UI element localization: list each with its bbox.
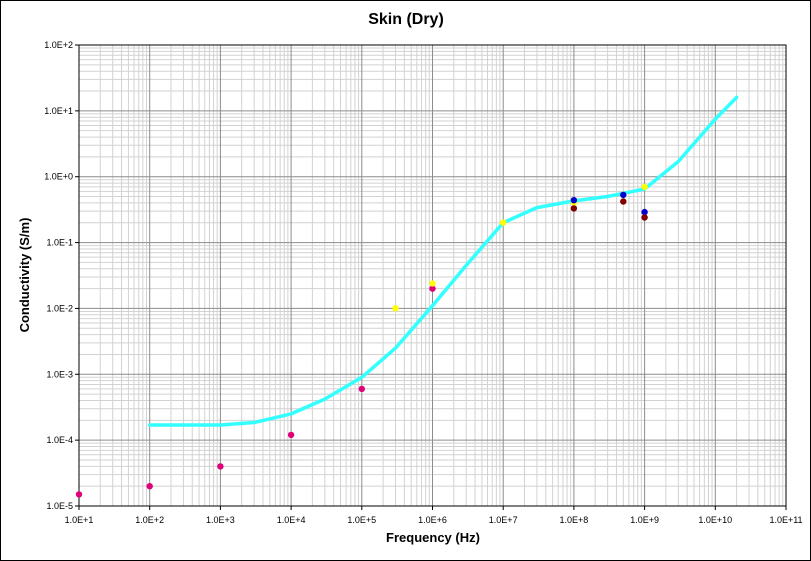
grid-layer [78,44,787,507]
y-tick-label: 1.0E+0 [44,172,73,182]
chart-title: Skin (Dry) [368,11,444,28]
x-tick-label: 1.0E+3 [206,515,235,525]
y-tick-label: 1.0E+1 [44,106,73,116]
x-tick-label: 1.0E+5 [347,515,376,525]
y-axis-ticks: 1.0E-5 1.0E-4 1.0E-3 1.0E-2 1.0E-1 1.0E+0 1.0E… [44,40,79,511]
series-3-point [500,219,507,226]
series-3-point [392,305,399,312]
y-tick-label: 1.0E-5 [46,501,73,511]
series-4-point [620,191,627,199]
y-tick-label: 1.0E-3 [46,369,73,379]
series-2-point [287,431,295,439]
x-tick-label: 1.0E+7 [489,515,518,525]
series-4-point [641,208,648,216]
series-3-point [429,280,436,287]
series-2-point [75,491,83,498]
x-tick-label: 1.0E+10 [698,515,732,525]
series-2-point [429,285,436,292]
x-tick-label: 1.0E+11 [769,515,802,525]
x-tick-label: 1.0E+9 [630,515,659,525]
x-tick-label: 1.0E+2 [135,515,164,525]
series-2-point [217,463,224,470]
y-tick-label: 1.0E-2 [46,303,73,313]
series-2-point [146,483,153,490]
x-axis-label: Frequency (Hz) [386,530,480,545]
y-tick-label: 1.0E-1 [46,238,73,248]
x-axis-ticks: 1.0E+1 1.0E+2 1.0E+3 1.0E+4 1.0E+5 1.0E+6 1.0E… [65,506,803,525]
series-5-point [620,198,627,205]
x-tick-label: 1.0E+1 [65,515,94,525]
series-5-point [641,214,648,221]
series-5-point [570,205,578,212]
series-layer [75,95,739,498]
y-tick-label: 1.0E-4 [46,435,73,445]
series-3-point [641,183,648,191]
x-tick-label: 1.0E+4 [277,515,306,525]
x-tick-label: 1.0E+6 [418,515,447,525]
series-2-point [358,385,365,393]
series-1-line [147,95,739,427]
y-axis-label: Conductivity (S/m) [17,218,32,333]
x-tick-label: 1.0E+8 [560,515,589,525]
y-tick-label: 1.0E+2 [44,40,73,50]
series-4-point [570,197,578,204]
